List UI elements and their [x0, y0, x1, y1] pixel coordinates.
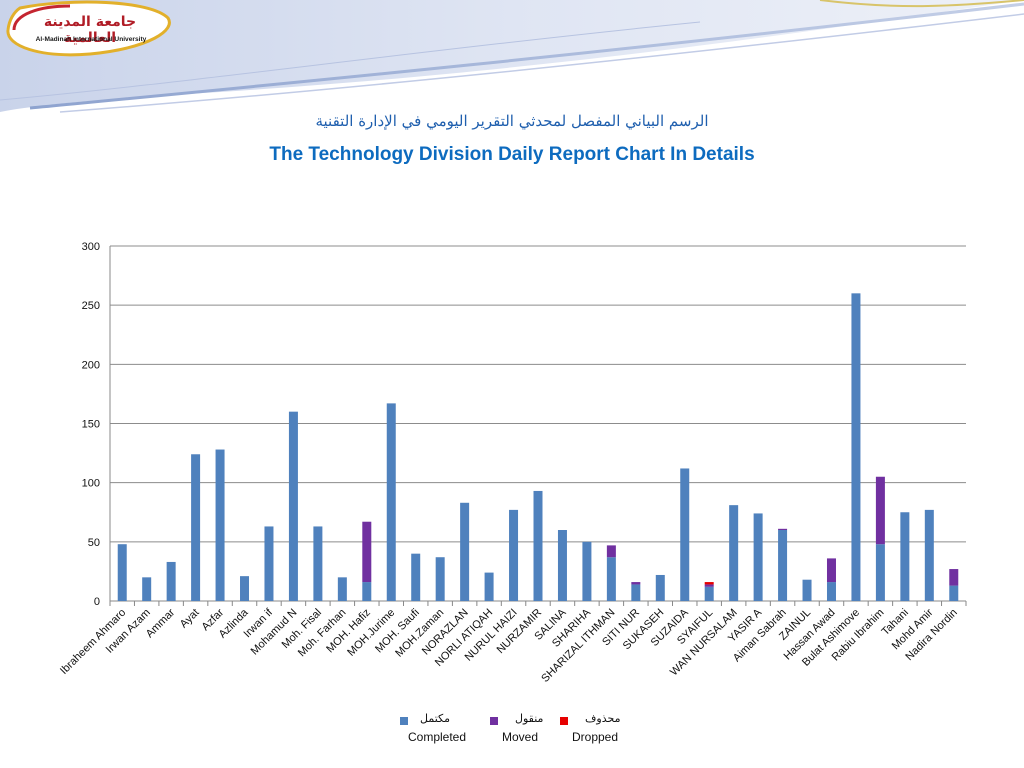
bar-moved — [778, 528, 788, 530]
bar-moved — [704, 584, 714, 587]
chart-legend: مكتمل Completed منقول Moved محذوف Dropped — [0, 710, 1024, 760]
logo-text-ar: جامعة المدينة العالمية — [43, 14, 137, 46]
logo-text-en: Al-Madinah International University — [35, 36, 147, 43]
bar-completed — [729, 505, 739, 601]
bar-completed — [606, 557, 616, 601]
bar-completed — [142, 577, 152, 601]
bar-completed — [680, 468, 690, 601]
bar-completed — [215, 449, 225, 601]
bar-completed — [264, 526, 274, 601]
x-tick-label: Ayat — [178, 607, 202, 631]
bar-completed — [460, 502, 470, 601]
legend-label-ar: منقول — [515, 712, 544, 725]
legend-item-completed: مكتمل Completed — [400, 710, 490, 760]
bar-completed — [778, 530, 788, 601]
legend-label-ar: محذوف — [585, 712, 621, 725]
legend-label-en: Completed — [408, 730, 467, 744]
bar-completed — [949, 585, 959, 601]
bar-completed — [924, 509, 934, 601]
legend-swatch — [400, 717, 408, 725]
bar-completed — [631, 584, 641, 601]
bar-completed — [288, 411, 298, 601]
legend-label-ar: مكتمل — [420, 712, 450, 725]
bar-completed — [557, 530, 567, 601]
bar-moved — [631, 582, 641, 585]
bar-moved — [875, 476, 885, 545]
bar-completed — [435, 557, 445, 601]
bar-moved — [949, 569, 959, 586]
bar-moved — [362, 521, 372, 583]
legend-label-en: Moved — [502, 730, 539, 744]
bar-moved — [826, 558, 836, 583]
bar-completed — [313, 526, 323, 601]
bar-completed — [655, 574, 665, 601]
university-logo: جامعة المدينة العالمية Al-Madinah Intern… — [0, 0, 175, 62]
bar-completed — [362, 582, 372, 601]
y-tick-label: 150 — [82, 419, 100, 431]
legend-swatch — [560, 717, 568, 725]
bar-completed — [191, 454, 201, 601]
bar-completed — [484, 572, 494, 601]
bar-completed — [851, 293, 861, 601]
bar-completed — [753, 513, 763, 601]
legend-item-dropped: محذوف Dropped — [560, 710, 650, 760]
y-tick-label: 0 — [94, 596, 100, 608]
y-tick-label: 100 — [82, 478, 100, 490]
bar-completed — [166, 561, 176, 601]
bar-moved — [606, 545, 616, 558]
legend-swatch — [490, 717, 498, 725]
y-tick-label: 250 — [82, 300, 100, 312]
header-swoosh-decoration — [0, 0, 1024, 113]
bar-completed — [826, 582, 836, 601]
bar-completed — [240, 576, 250, 601]
bar-completed — [582, 541, 592, 601]
bar-completed — [704, 586, 714, 601]
bar-completed — [802, 579, 812, 601]
bar-completed — [900, 512, 910, 601]
page-title-en: The Technology Division Daily Report Cha… — [269, 144, 755, 165]
bar-completed — [509, 509, 519, 601]
legend-item-moved: منقول Moved — [490, 710, 580, 760]
page-title-ar: الرسم البياني المفصل لمحدثي التقرير اليو… — [315, 112, 709, 130]
y-tick-label: 300 — [82, 241, 100, 253]
bar-completed — [875, 544, 885, 601]
bar-dropped — [704, 582, 714, 585]
bar-completed — [411, 553, 421, 601]
bar-completed — [386, 403, 396, 601]
logo-emblem — [6, 0, 171, 57]
bar-completed — [337, 577, 347, 601]
bar-completed — [117, 544, 127, 601]
legend-label-en: Dropped — [572, 730, 619, 744]
y-tick-label: 200 — [82, 359, 100, 371]
bar-completed — [533, 490, 543, 601]
y-tick-label: 50 — [88, 537, 100, 549]
